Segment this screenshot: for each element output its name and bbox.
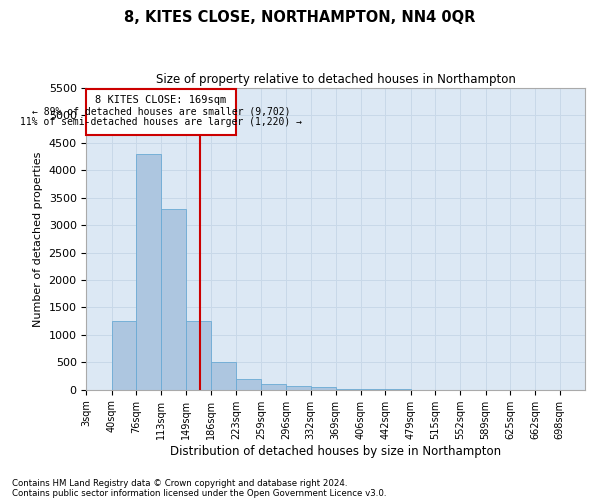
Title: Size of property relative to detached houses in Northampton: Size of property relative to detached ho… — [156, 72, 515, 86]
Text: ← 89% of detached houses are smaller (9,702): ← 89% of detached houses are smaller (9,… — [32, 106, 290, 116]
Bar — [311, 387, 336, 390]
Bar — [361, 389, 385, 390]
Bar — [236, 379, 261, 390]
Text: 11% of semi-detached houses are larger (1,220) →: 11% of semi-detached houses are larger (… — [20, 116, 302, 126]
Bar — [336, 388, 361, 390]
Bar — [261, 384, 286, 390]
Bar — [112, 321, 136, 390]
Bar — [186, 321, 211, 390]
Bar — [211, 362, 236, 390]
Bar — [136, 154, 161, 390]
Text: Contains public sector information licensed under the Open Government Licence v3: Contains public sector information licen… — [12, 488, 386, 498]
Text: Contains HM Land Registry data © Crown copyright and database right 2024.: Contains HM Land Registry data © Crown c… — [12, 478, 347, 488]
Bar — [161, 208, 186, 390]
X-axis label: Distribution of detached houses by size in Northampton: Distribution of detached houses by size … — [170, 444, 501, 458]
Bar — [86, 89, 236, 135]
Text: 8, KITES CLOSE, NORTHAMPTON, NN4 0QR: 8, KITES CLOSE, NORTHAMPTON, NN4 0QR — [124, 10, 476, 25]
Bar — [286, 386, 311, 390]
Y-axis label: Number of detached properties: Number of detached properties — [33, 151, 43, 326]
Text: 8 KITES CLOSE: 169sqm: 8 KITES CLOSE: 169sqm — [95, 94, 227, 104]
